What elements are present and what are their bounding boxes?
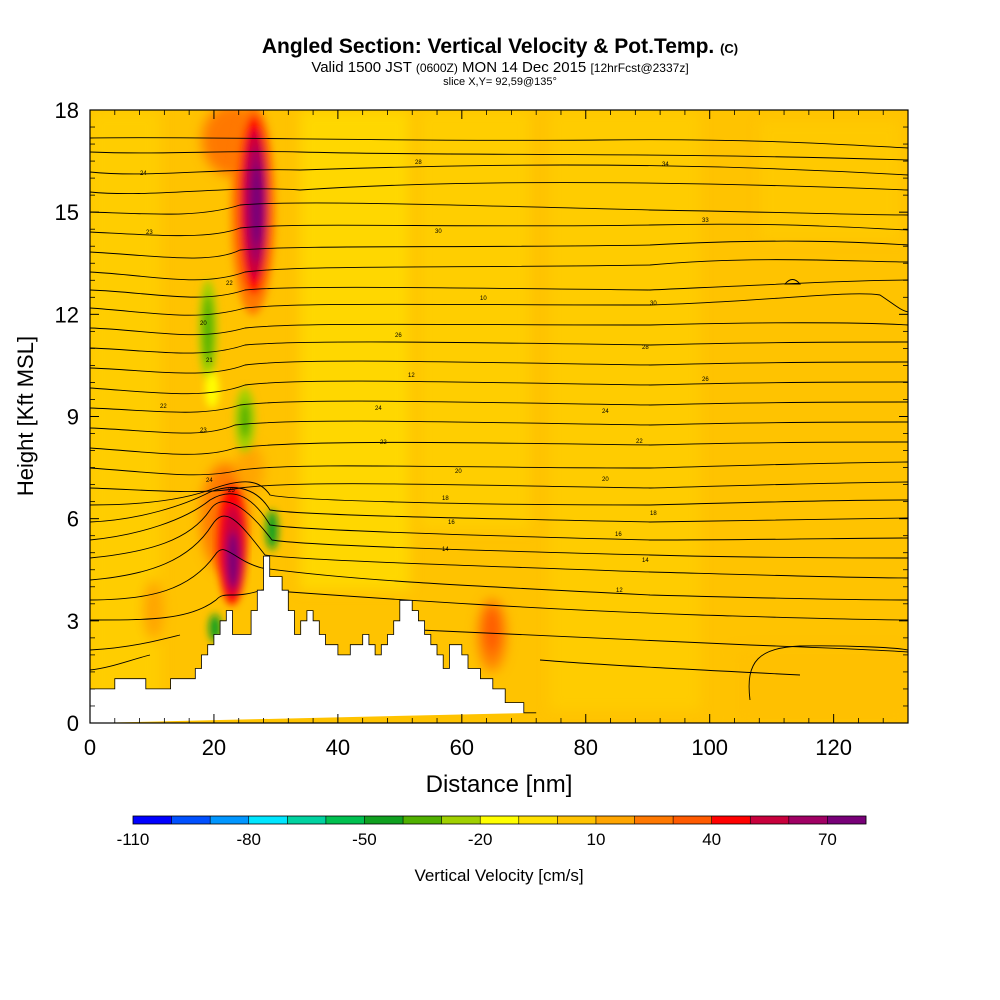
theta-label: 21 [206,358,213,364]
downdraft-bands [199,280,278,642]
y-tick-label: 12 [55,302,79,327]
colorbar-swatch [248,816,288,824]
colorbar-swatch [673,816,712,824]
chart-subtitle: Valid 1500 JST (0600Z) MON 14 Dec 2015 [… [0,60,1000,76]
theta-label: 24 [375,406,382,412]
colorbar-swatch [827,816,867,824]
colorbar-label: Vertical Velocity [cm/s] [414,866,583,885]
colorbar-swatch [171,816,211,824]
velocity-field [90,110,908,723]
y-axis-label: Height [Kft MSL] [13,336,38,496]
colorbar-swatch [711,816,751,824]
terrain-mask [89,555,537,723]
chart-title-units: (C) [720,41,739,56]
theta-label: 28 [642,345,649,351]
y-tick-label: 18 [55,98,79,123]
theta-label: 26 [395,333,402,339]
theta-label: 14 [442,547,449,553]
x-tick-label: 80 [574,735,598,760]
colorbar-swatch [788,816,828,824]
subtitle-utc: (0600Z) [415,61,458,75]
theta-label: 20 [455,469,462,475]
theta-label: 30 [650,301,657,307]
theta-label: 20 [602,477,609,483]
theta-label: 23 [200,428,207,434]
colorbar-swatch [364,816,404,824]
title-block: Angled Section: Vertical Velocity & Pot.… [0,36,1000,89]
subtitle-date: MON 14 Dec 2015 [462,59,587,76]
colorbar-swatch [403,816,442,824]
theta-label: 22 [636,439,643,445]
colorbar: -110 -80 -50 -20 10 40 70 [117,815,867,849]
theta-label: 12 [408,373,415,379]
theta-label: 25 [228,488,235,494]
theta-label: 23 [146,230,153,236]
colorbar-swatch [441,816,481,824]
x-tick-label: 100 [691,735,728,760]
theta-label: 33 [702,218,709,224]
theta-label: 10 [480,296,487,302]
colorbar-swatch [557,816,597,824]
subtitle-valid: Valid 1500 JST [311,59,412,76]
theta-label: 34 [662,162,669,168]
y-tick-label: 9 [67,405,79,430]
colorbar-swatch [133,816,172,824]
theta-label: 20 [200,321,207,327]
colorbar-tick-label: -20 [468,830,493,849]
chart-title-text: Angled Section: Vertical Velocity & Pot.… [261,35,715,58]
chart-title: Angled Section: Vertical Velocity & Pot.… [0,36,1000,60]
x-tick-label: 0 [84,735,96,760]
colorbar-swatch [287,816,327,824]
theta-label: 18 [442,496,449,502]
x-tick-label: 40 [326,735,350,760]
y-tick-label: 6 [67,507,79,532]
colorbar-tick-label: 10 [586,830,605,849]
slice-label: slice X,Y= 92,59@135° [443,76,557,88]
theta-contours [90,137,908,701]
theta-label: 18 [650,511,657,517]
y-axis: 0 3 6 9 12 15 18 [55,98,908,736]
updraft-core-lower [218,485,246,605]
colorbar-tick-label: -80 [236,830,261,849]
theta-label: 22 [160,404,167,410]
colorbar-swatch [518,816,558,824]
colorbar-swatch [750,816,790,824]
theta-label: 16 [448,520,455,526]
subtitle-forecast: [12hrFcst@2337z] [590,61,689,75]
theta-label: 28 [415,160,422,166]
x-axis-label: Distance [nm] [426,771,573,798]
colorbar-swatch [634,816,674,824]
theta-label: 24 [206,478,213,484]
colorbar-tick-label: 70 [818,830,837,849]
colorbar-swatch [595,816,635,824]
colorbar-swatch [210,816,250,824]
theta-label: 30 [435,229,442,235]
theta-label: 24 [602,409,609,415]
x-tick-label: 20 [202,735,226,760]
theta-label: 26 [702,377,709,383]
x-axis: 0 20 40 60 80 100 120 [84,110,909,760]
theta-label: 22 [226,281,233,287]
updraft-core-upper [231,110,275,315]
colorbar-swatch [325,816,365,824]
theta-label: 24 [140,171,147,177]
colorbar-frame [132,815,867,825]
colorbar-tick-label: -50 [352,830,377,849]
theta-contour-labels: 24 23 22 20 21 22 23 24 25 28 30 26 24 2… [140,160,709,594]
theta-label: 14 [642,558,649,564]
y-tick-label: 0 [67,711,79,736]
y-tick-label: 3 [67,609,79,634]
theta-label: 12 [616,588,623,594]
y-tick-label: 15 [55,200,79,225]
x-tick-label: 120 [815,735,852,760]
colorbar-swatch [480,816,520,824]
colorbar-tick-label: -110 [117,830,150,849]
x-tick-label: 60 [450,735,474,760]
theta-label: 22 [380,440,387,446]
theta-label: 16 [615,532,622,538]
colorbar-tick-label: 40 [702,830,721,849]
